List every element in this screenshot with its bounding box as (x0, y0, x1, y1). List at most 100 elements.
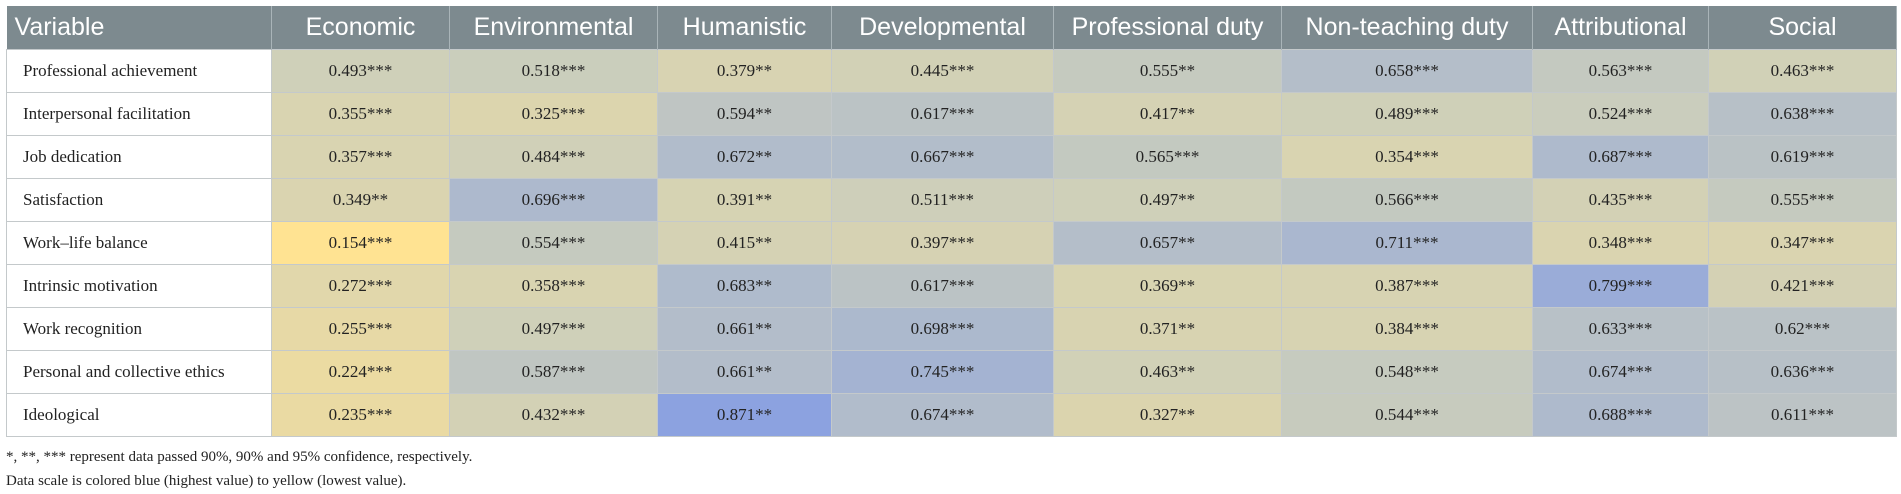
table-cell: 0.667*** (831, 135, 1054, 179)
table-cell: 0.497*** (449, 307, 658, 351)
table-cell: 0.674*** (831, 393, 1054, 437)
row-label: Professional achievement (6, 49, 272, 93)
table-cell: 0.617*** (831, 92, 1054, 136)
column-header: Economic (271, 6, 450, 50)
table-cell: 0.661** (657, 307, 832, 351)
correlation-table: Variable Economic Environmental Humanist… (6, 6, 1897, 437)
table-cell: 0.371** (1053, 307, 1282, 351)
table-cell: 0.421*** (1708, 264, 1897, 308)
table-cell: 0.347*** (1708, 221, 1897, 265)
table-cell: 0.62*** (1708, 307, 1897, 351)
row-label: Job dedication (6, 135, 272, 179)
column-header: Attributional (1532, 6, 1709, 50)
table-row: Intrinsic motivation 0.272*** 0.358*** 0.68… (6, 264, 1897, 308)
table-cell: 0.688*** (1532, 393, 1709, 437)
table-cell: 0.349** (271, 178, 450, 222)
column-header: Social (1708, 6, 1897, 50)
table-row: Job dedication 0.357*** 0.484*** 0.672** 0.6… (6, 135, 1897, 179)
table-cell: 0.657** (1053, 221, 1282, 265)
table-cell: 0.489*** (1281, 92, 1533, 136)
table-cell: 0.871** (657, 393, 832, 437)
column-header: Non-teaching duty (1281, 6, 1533, 50)
table-cell: 0.524*** (1532, 92, 1709, 136)
table-cell: 0.417** (1053, 92, 1282, 136)
table-cell: 0.358*** (449, 264, 658, 308)
row-label: Intrinsic motivation (6, 264, 272, 308)
table-cell: 0.272*** (271, 264, 450, 308)
column-header: Variable (6, 6, 272, 50)
table-cell: 0.497** (1053, 178, 1282, 222)
table-cell: 0.348*** (1532, 221, 1709, 265)
column-header: Environmental (449, 6, 658, 50)
table-cell: 0.518*** (449, 49, 658, 93)
table-cell: 0.354*** (1281, 135, 1533, 179)
table-cell: 0.369** (1053, 264, 1282, 308)
table-cell: 0.435*** (1532, 178, 1709, 222)
table-cell: 0.384*** (1281, 307, 1533, 351)
table-cell: 0.235*** (271, 393, 450, 437)
row-label: Personal and collective ethics (6, 350, 272, 394)
table-cell: 0.617*** (831, 264, 1054, 308)
table-cell: 0.661** (657, 350, 832, 394)
table-cell: 0.397*** (831, 221, 1054, 265)
table-cell: 0.355*** (271, 92, 450, 136)
table-cell: 0.674*** (1532, 350, 1709, 394)
row-label: Satisfaction (6, 178, 272, 222)
table-row: Work–life balance 0.154*** 0.554*** 0.415**… (6, 221, 1897, 265)
table-cell: 0.224*** (271, 350, 450, 394)
table-cell: 0.587*** (449, 350, 658, 394)
table-cell: 0.357*** (271, 135, 450, 179)
table-cell: 0.432*** (449, 393, 658, 437)
table-row: Interpersonal facilitation 0.355*** 0.325*… (6, 92, 1897, 136)
table-cell: 0.566*** (1281, 178, 1533, 222)
table-row: Satisfaction 0.349** 0.696*** 0.391** 0.511*… (6, 178, 1897, 222)
table-cell: 0.619*** (1708, 135, 1897, 179)
table-row: Work recognition 0.255*** 0.497*** 0.661** 0… (6, 307, 1897, 351)
table-cell: 0.544*** (1281, 393, 1533, 437)
table-cell: 0.415** (657, 221, 832, 265)
row-label: Interpersonal facilitation (6, 92, 272, 136)
table-cell: 0.154*** (271, 221, 450, 265)
table-container: Variable Economic Environmental Humanist… (6, 6, 1897, 493)
footnote-significance: *, **, *** represent data passed 90%, 90… (6, 449, 473, 465)
header-row: Variable Economic Environmental Humanist… (6, 6, 1897, 50)
table-footnotes: *, **, *** represent data passed 90%, 90… (6, 445, 1896, 493)
table-cell: 0.565*** (1053, 135, 1282, 179)
table-cell: 0.379** (657, 49, 832, 93)
table-cell: 0.493*** (271, 49, 450, 93)
row-label: Ideological (6, 393, 272, 437)
column-header: Humanistic (657, 6, 832, 50)
table-cell: 0.672** (657, 135, 832, 179)
table-cell: 0.611*** (1708, 393, 1897, 437)
table-row: Ideological 0.235*** 0.432*** 0.871** 0.674*… (6, 393, 1897, 437)
row-label: Work–life balance (6, 221, 272, 265)
table-row: Professional achievement 0.493*** 0.518***… (6, 49, 1897, 93)
table-cell: 0.391** (657, 178, 832, 222)
table-cell: 0.255*** (271, 307, 450, 351)
table-cell: 0.327** (1053, 393, 1282, 437)
table-cell: 0.563*** (1532, 49, 1709, 93)
table-cell: 0.548*** (1281, 350, 1533, 394)
table-cell: 0.658*** (1281, 49, 1533, 93)
row-label: Work recognition (6, 307, 272, 351)
table-row: Personal and collective ethics 0.224*** 0.… (6, 350, 1897, 394)
table-cell: 0.636*** (1708, 350, 1897, 394)
table-cell: 0.711*** (1281, 221, 1533, 265)
table-cell: 0.484*** (449, 135, 658, 179)
table-cell: 0.745*** (831, 350, 1054, 394)
table-cell: 0.555*** (1708, 178, 1897, 222)
table-cell: 0.633*** (1532, 307, 1709, 351)
table-cell: 0.555** (1053, 49, 1282, 93)
table-cell: 0.387*** (1281, 264, 1533, 308)
table-cell: 0.696*** (449, 178, 658, 222)
table-cell: 0.325*** (449, 92, 658, 136)
column-header: Developmental (831, 6, 1054, 50)
table-body: Professional achievement 0.493*** 0.518***… (6, 49, 1897, 437)
table-cell: 0.554*** (449, 221, 658, 265)
table-cell: 0.638*** (1708, 92, 1897, 136)
table-cell: 0.445*** (831, 49, 1054, 93)
table-cell: 0.463*** (1708, 49, 1897, 93)
table-cell: 0.594** (657, 92, 832, 136)
footnote-color-scale: Data scale is colored blue (highest valu… (6, 473, 407, 489)
table-cell: 0.799*** (1532, 264, 1709, 308)
